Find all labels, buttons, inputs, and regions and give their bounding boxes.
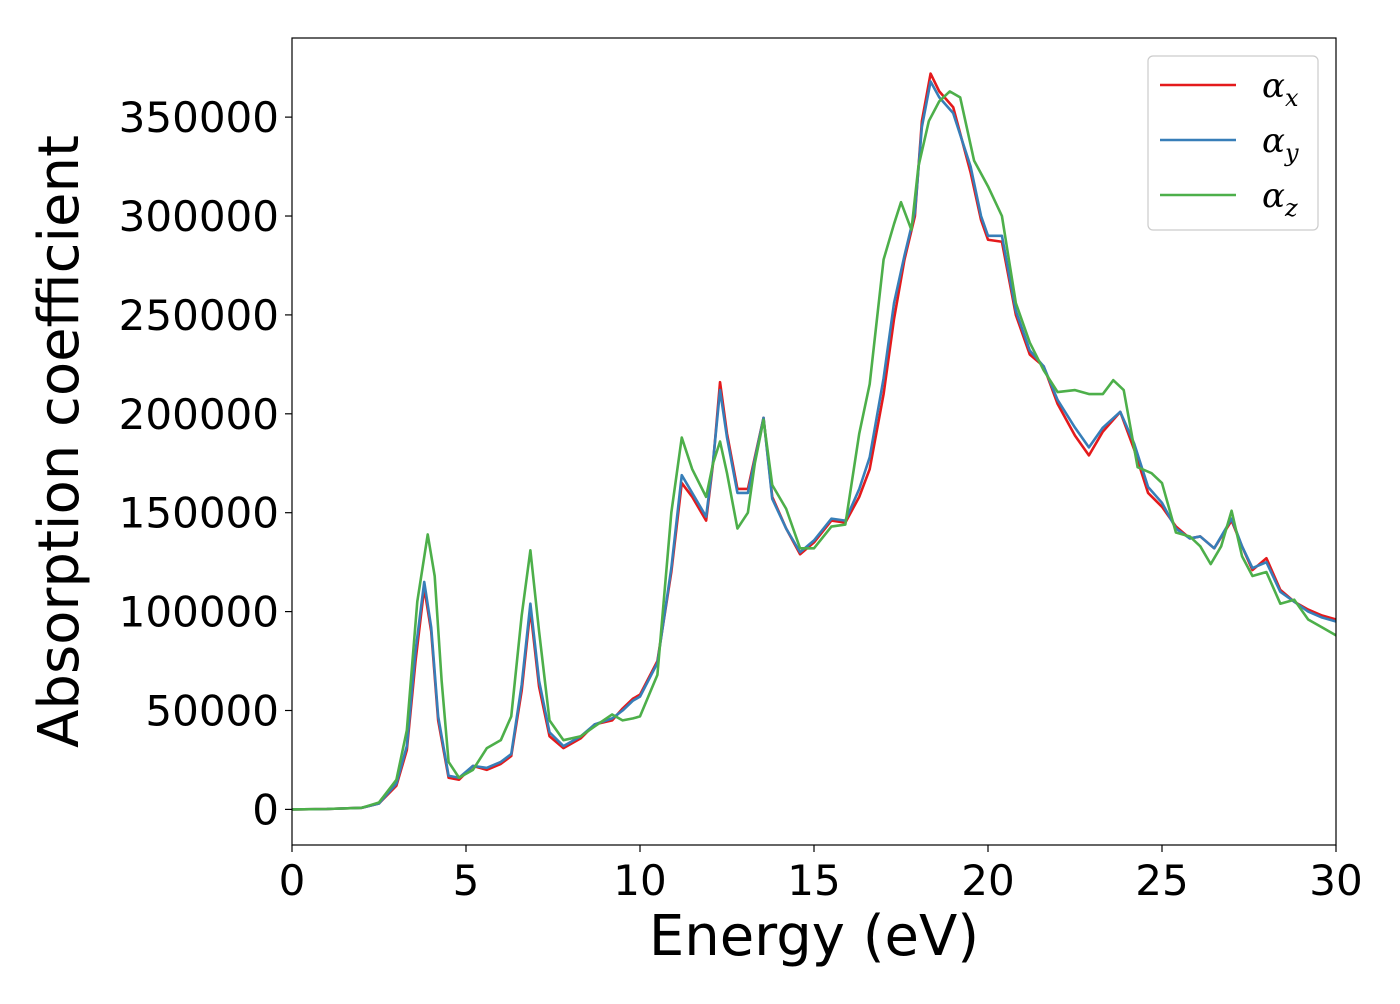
- series-layer: [292, 72, 1336, 811]
- legend: αx αy αz: [1147, 55, 1319, 231]
- legend-label-z: αz: [1262, 176, 1298, 222]
- x-tick-label: 0: [279, 856, 306, 905]
- x-axis: 0 5 10 15 20 25 30: [279, 845, 1363, 905]
- legend-box: [1147, 55, 1319, 231]
- y-axis: 0 50000 100000 150000 200000 250000 300000 3500…: [119, 93, 292, 834]
- series-line-x: [292, 72, 1336, 811]
- series-line-z: [292, 90, 1336, 811]
- y-tick-label: 100000: [119, 588, 279, 637]
- x-tick-label: 5: [453, 856, 480, 905]
- legend-label-x: αx: [1262, 66, 1299, 112]
- x-tick-label: 20: [961, 856, 1014, 905]
- y-tick-label: 0: [252, 785, 279, 834]
- series-line-y: [292, 80, 1336, 811]
- y-tick-label: 300000: [119, 192, 279, 241]
- y-tick-label: 250000: [119, 291, 279, 340]
- y-tick-label: 350000: [119, 93, 279, 142]
- legend-label-y: αy: [1262, 121, 1299, 167]
- x-tick-label: 10: [613, 856, 666, 905]
- x-tick-label: 25: [1135, 856, 1188, 905]
- y-axis-label: Absorption coefficient: [27, 135, 92, 748]
- y-tick-label: 200000: [119, 390, 279, 439]
- x-tick-label: 30: [1309, 856, 1362, 905]
- x-tick-label: 15: [787, 856, 840, 905]
- x-axis-label: Energy (eV): [649, 904, 979, 969]
- y-tick-label: 50000: [145, 687, 279, 736]
- y-tick-label: 150000: [119, 489, 279, 538]
